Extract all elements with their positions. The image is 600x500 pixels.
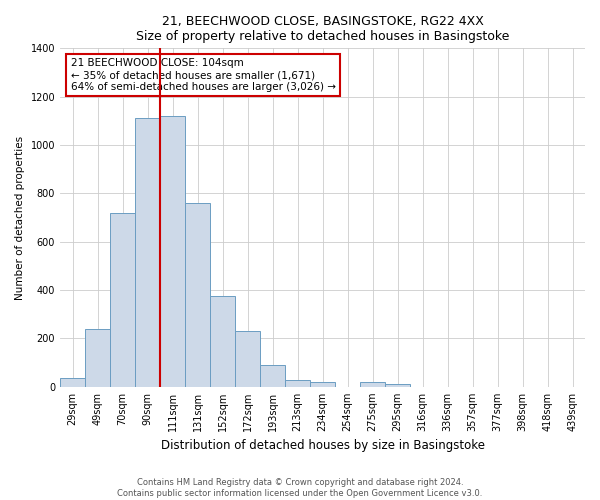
Bar <box>210 296 235 387</box>
Bar <box>60 378 85 387</box>
Bar <box>135 118 160 387</box>
Text: 21 BEECHWOOD CLOSE: 104sqm
← 35% of detached houses are smaller (1,671)
64% of s: 21 BEECHWOOD CLOSE: 104sqm ← 35% of deta… <box>71 58 335 92</box>
Title: 21, BEECHWOOD CLOSE, BASINGSTOKE, RG22 4XX
Size of property relative to detached: 21, BEECHWOOD CLOSE, BASINGSTOKE, RG22 4… <box>136 15 509 43</box>
Bar <box>360 382 385 387</box>
Bar <box>285 380 310 387</box>
X-axis label: Distribution of detached houses by size in Basingstoke: Distribution of detached houses by size … <box>161 440 485 452</box>
Bar <box>385 384 410 387</box>
Bar <box>85 329 110 387</box>
Y-axis label: Number of detached properties: Number of detached properties <box>15 136 25 300</box>
Bar <box>260 365 285 387</box>
Bar <box>110 212 135 387</box>
Bar <box>160 116 185 387</box>
Bar <box>185 203 210 387</box>
Text: Contains HM Land Registry data © Crown copyright and database right 2024.
Contai: Contains HM Land Registry data © Crown c… <box>118 478 482 498</box>
Bar <box>310 382 335 387</box>
Bar <box>235 331 260 387</box>
